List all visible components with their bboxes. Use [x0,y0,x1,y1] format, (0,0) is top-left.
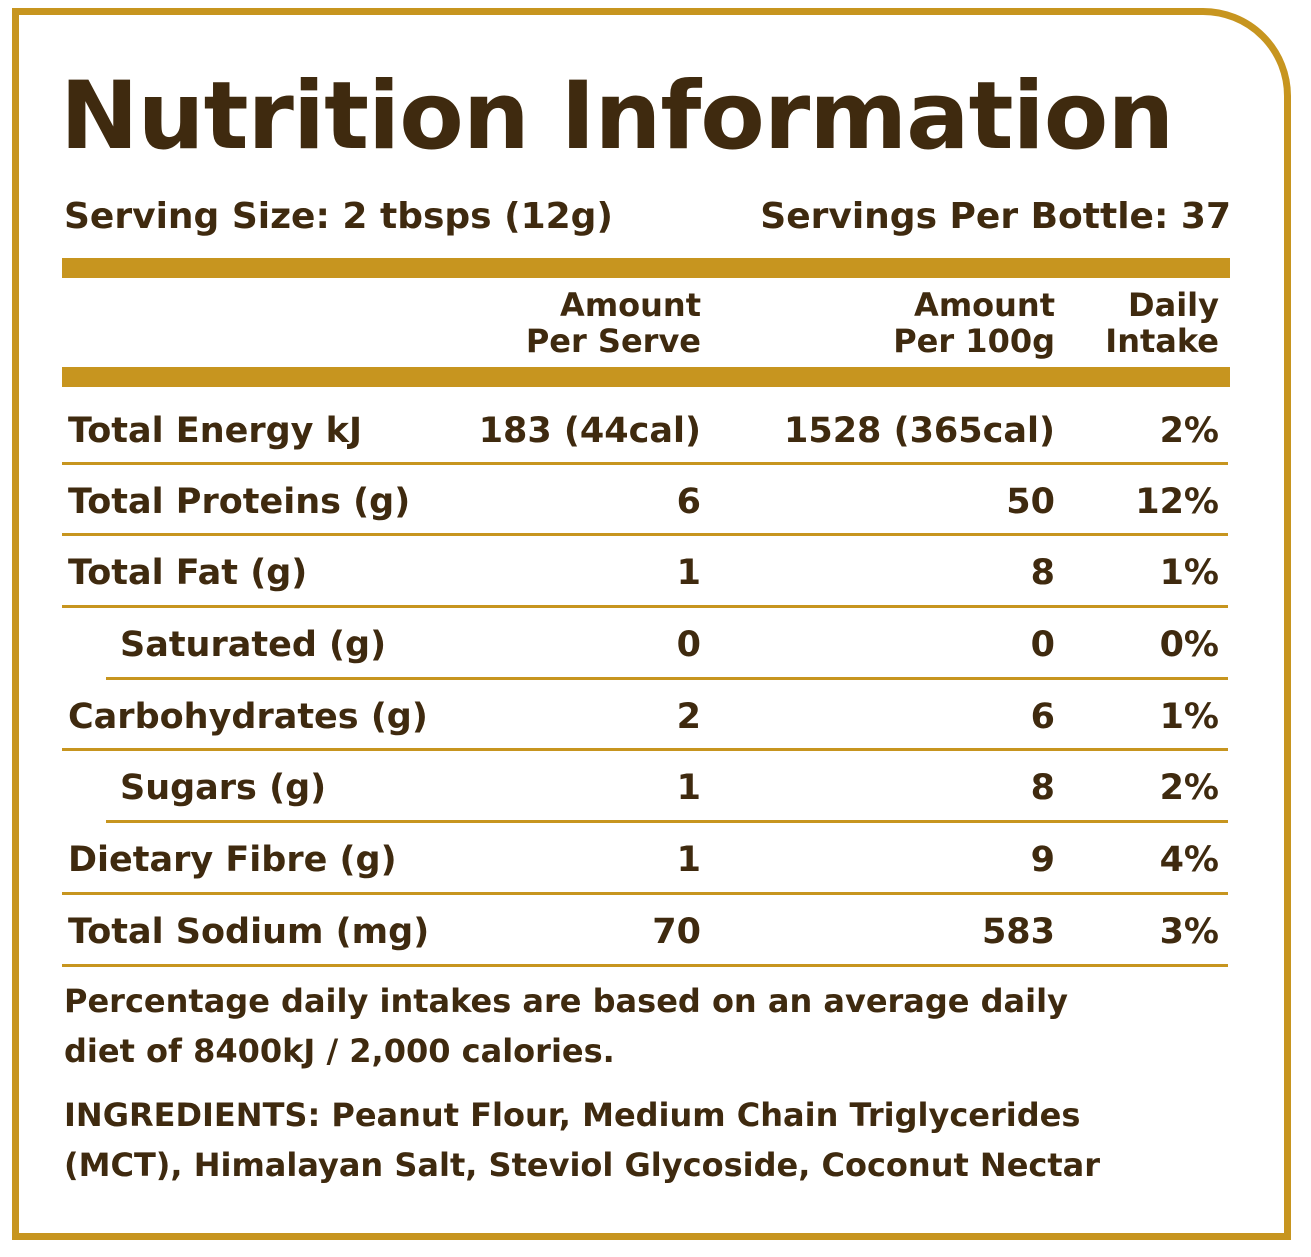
row-divider [62,748,1228,751]
row-per-100g: 9 [1030,840,1055,880]
row-daily-intake: 4% [1159,840,1219,880]
table-row: Total Proteins (g) 6 50 12% [0,467,1311,538]
row-daily-intake: 3% [1159,912,1219,952]
row-divider [62,533,1228,536]
row-daily-intake: 12% [1135,482,1219,522]
row-daily-intake: 1% [1159,553,1219,593]
row-per-100g: 50 [1006,482,1055,522]
row-per-serve: 183 (44cal) [478,411,701,451]
table-row: Total Energy kJ 183 (44cal) 1528 (365cal… [0,396,1311,467]
servings-per-bottle: Servings Per Bottle: 37 [760,196,1231,237]
row-divider [62,892,1228,895]
page-title: Nutrition Information [60,62,1174,171]
nutrition-panel [12,8,1291,1240]
row-per-serve: 1 [676,768,701,808]
row-per-100g: 6 [1030,697,1055,737]
column-header-per-serve-line-2: Per Serve [525,322,701,360]
ingredients-line-1: INGREDIENTS: Peanut Flour, Medium Chain … [64,1096,1081,1134]
row-name: Carbohydrates (g) [68,697,428,737]
column-header-per-serve: Amount Per Serve [526,287,701,359]
row-per-serve: 6 [676,482,701,522]
daily-intake-note-line-2: diet of 8400kJ / 2,000 calories. [64,1032,615,1070]
row-per-serve: 0 [676,625,701,665]
column-header-per-100g: Amount Per 100g [893,287,1055,359]
row-daily-intake: 0% [1159,625,1219,665]
header-bottom-divider [62,367,1230,387]
row-name: Total Energy kJ [68,411,362,451]
daily-intake-note-line-1: Percentage daily intakes are based on an… [64,982,1068,1020]
table-row: Total Sodium (mg) 70 583 3% [0,897,1311,968]
daily-intake-note: Percentage daily intakes are based on an… [64,976,1224,1076]
row-daily-intake: 2% [1159,411,1219,451]
row-per-serve: 70 [652,912,701,952]
table-row: Dietary Fibre (g) 1 9 4% [0,825,1311,896]
ingredients-text: INGREDIENTS: Peanut Flour, Medium Chain … [64,1090,1224,1190]
row-per-100g: 8 [1030,553,1055,593]
row-per-100g: 1528 (365cal) [783,411,1055,451]
row-name: Saturated (g) [120,625,387,665]
row-divider [106,820,1228,823]
row-name: Sugars (g) [120,768,327,808]
row-divider [62,964,1228,967]
row-per-serve: 1 [676,553,701,593]
header-top-divider [62,258,1230,278]
table-row: Total Fat (g) 1 8 1% [0,538,1311,609]
ingredients-line-2: (MCT), Himalayan Salt, Steviol Glycoside… [64,1146,1101,1184]
table-row: Sugars (g) 1 8 2% [0,753,1311,824]
row-divider [106,677,1228,680]
row-per-serve: 2 [676,697,701,737]
row-per-serve: 1 [676,840,701,880]
row-daily-intake: 1% [1159,697,1219,737]
column-header-daily-intake-line-2: Intake [1105,322,1219,360]
table-row: Carbohydrates (g) 2 6 1% [0,682,1311,753]
table-row: Saturated (g) 0 0 0% [0,610,1311,681]
row-name: Total Proteins (g) [68,482,411,522]
row-divider [62,462,1228,465]
column-header-daily-intake-line-1: Daily [1128,286,1219,324]
column-header-daily-intake: Daily Intake [1105,287,1219,359]
row-per-100g: 8 [1030,768,1055,808]
row-daily-intake: 2% [1159,768,1219,808]
column-header-per-100g-line-1: Amount [914,286,1055,324]
row-name: Dietary Fibre (g) [68,840,397,880]
row-per-100g: 583 [981,912,1055,952]
row-name: Total Fat (g) [68,553,308,593]
column-header-per-100g-line-2: Per 100g [893,322,1055,360]
column-header-per-serve-line-1: Amount [560,286,701,324]
row-divider [62,605,1228,608]
serving-size: Serving Size: 2 tbsps (12g) [64,196,613,237]
row-name: Total Sodium (mg) [68,912,430,952]
row-per-100g: 0 [1030,625,1055,665]
